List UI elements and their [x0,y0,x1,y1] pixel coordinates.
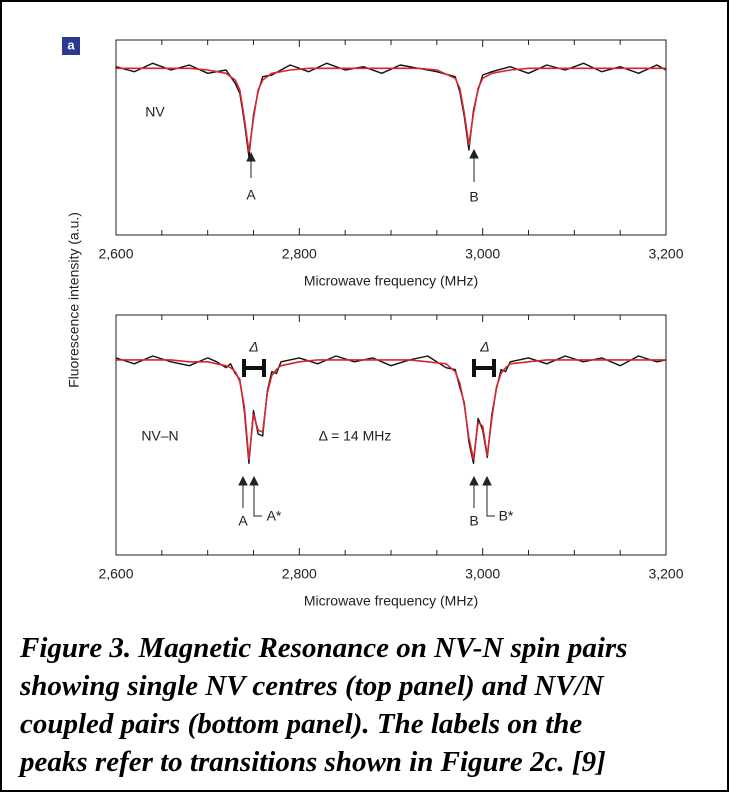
annotation: Δ [248,339,258,355]
spectrum-line [115,62,667,158]
panel-badge [62,37,80,55]
x-tick-label: 3,200 [648,566,683,582]
arrows [238,148,495,517]
delta-bars [242,359,496,377]
annotation: B [469,189,478,205]
x-tick-label: 3,000 [465,246,500,262]
spectrum-line [115,355,667,464]
x-tick-label: 3,200 [648,246,683,262]
annotation: A [238,513,248,529]
annotation: A* [267,508,282,524]
caption-line: coupled pairs (bottom panel). The labels… [20,708,582,740]
caption: Figure 3. Magnetic Resonance on NV-N spi… [17,632,627,778]
y-axis-label: Fluorescence intensity (a.u.) [66,212,82,388]
annotation: Δ = 14 MHz [319,428,392,444]
caption-line: Figure 3. Magnetic Resonance on NV-N spi… [19,632,627,664]
x-tick-label: 2,600 [98,566,133,582]
x-tick-label: 3,000 [465,566,500,582]
annotation: A [246,187,256,203]
panel-label: a [67,37,75,52]
annotation: B [469,513,478,529]
annotation: B* [499,508,514,524]
caption-line: peaks refer to transitions shown in Figu… [17,746,606,778]
x-tick-label: 2,800 [282,246,317,262]
spectrum-line [116,359,666,461]
annotation: Δ [479,339,489,355]
x-tick-label: 2,800 [282,566,317,582]
annotation: NV–N [141,428,178,444]
x-axis-label: Microwave frequency (MHz) [304,593,478,609]
x-tick-label: 2,600 [98,246,133,262]
caption-line: showing single NV centres (top panel) an… [19,670,605,702]
annotation: NV [145,104,165,120]
spectrum-line [116,67,666,153]
x-axis-label: Microwave frequency (MHz) [304,273,478,289]
